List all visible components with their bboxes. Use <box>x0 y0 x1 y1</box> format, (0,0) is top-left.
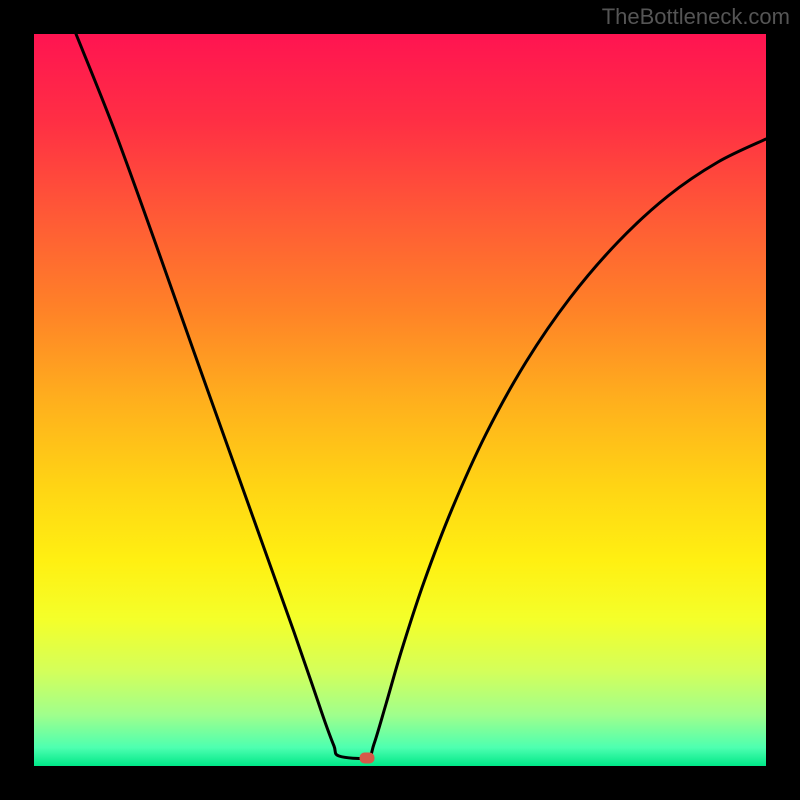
watermark-text: TheBottleneck.com <box>602 4 790 30</box>
valley-marker <box>360 753 375 764</box>
plot-area <box>34 34 766 766</box>
plot-svg <box>34 34 766 766</box>
chart-frame: TheBottleneck.com <box>0 0 800 800</box>
